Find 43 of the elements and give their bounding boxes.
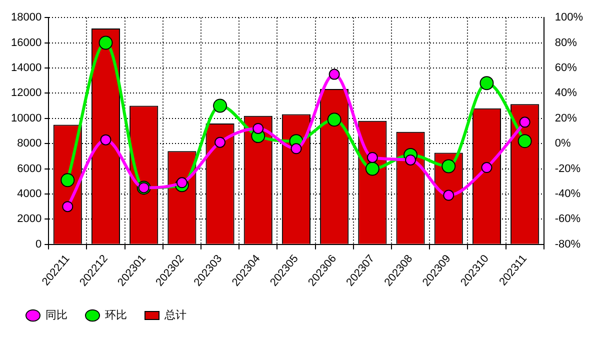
y2-tick-label: 20% [554,112,578,124]
y2-tick-label: 0% [554,138,571,150]
point [98,36,113,50]
y2-tick-label: -20% [554,162,581,175]
y-tick-label: 2000 [17,213,42,226]
point [176,177,188,188]
point [290,143,302,154]
point [365,162,380,176]
point [252,122,264,134]
point [60,173,75,188]
y2-tick-label: 40% [554,87,578,100]
y-tick-label: 4000 [17,188,42,200]
y-tick-label: 8000 [17,138,42,150]
y2-tick-label: 80% [554,36,578,49]
y2-tick-label: -60% [554,213,581,226]
point [442,159,456,174]
y-tick-label: 14000 [10,62,42,74]
point [519,116,530,128]
point [443,190,454,201]
point [366,152,378,163]
point [480,76,494,90]
legend-label: 同比 [46,308,68,322]
point [481,162,492,174]
legend-label: 环比 [105,308,127,322]
point [62,201,74,212]
y2-tick-label: 100% [554,12,584,24]
point [214,136,226,148]
y-tick-label: 18000 [10,12,42,24]
y-tick-label: 12000 [10,87,42,100]
legend-label: 总计 [164,308,186,322]
y2-tick-label: 60% [554,62,578,74]
point [328,68,340,80]
y2-tick-label: -40% [554,188,581,200]
y-tick-label: 0 [35,238,42,250]
point [100,134,112,146]
point [518,134,532,148]
y2-tick-label: -80% [554,238,581,250]
point [405,154,416,166]
point [327,112,342,127]
y-tick-label: 10000 [10,112,42,124]
point [213,98,228,113]
y-tick-label: 6000 [17,162,42,175]
y-tick-label: 16000 [10,36,42,49]
